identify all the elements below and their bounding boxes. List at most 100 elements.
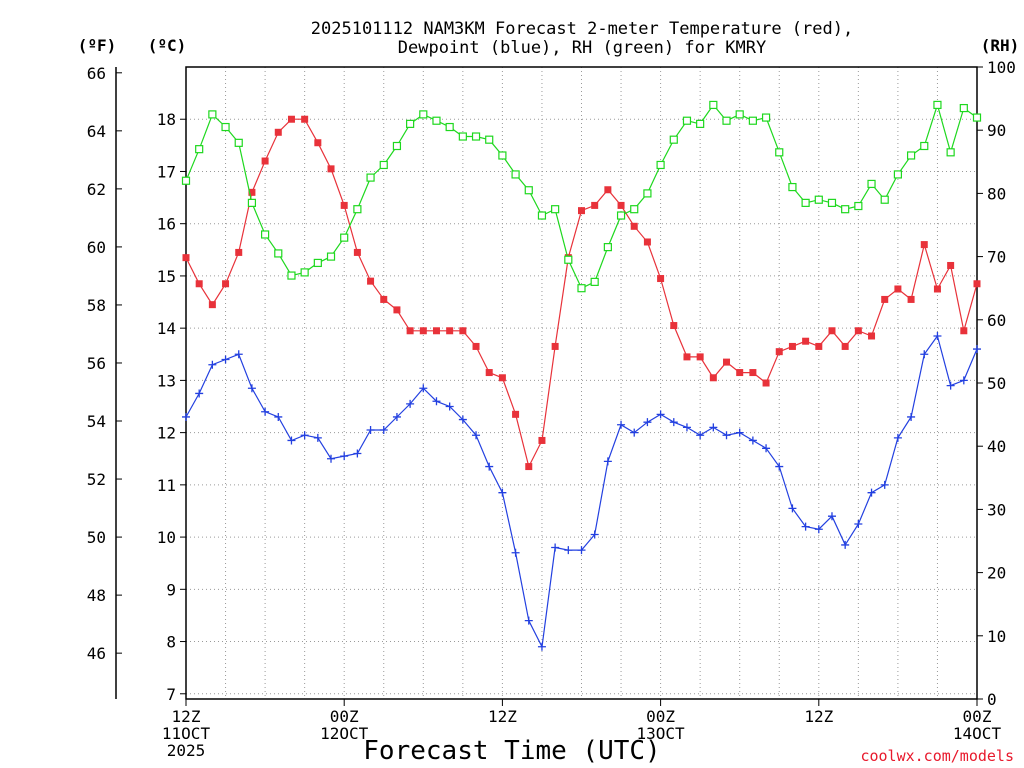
temperature-point (525, 463, 533, 471)
dewpoint-point (551, 543, 560, 552)
temperature-point (630, 222, 638, 230)
dewpoint-point (340, 452, 349, 461)
dewpoint-point (630, 428, 639, 437)
rh-point (788, 182, 797, 192)
rh-point (880, 195, 889, 204)
temperature-point (973, 280, 981, 288)
celsius-unit-label: (ºC) (148, 36, 187, 55)
credit-label: coolwx.com/models (860, 747, 1014, 765)
x-tick-label: 12Z (804, 707, 833, 726)
temperature-point (591, 201, 599, 209)
temperature-point (828, 327, 836, 335)
rh-point (511, 170, 520, 179)
dewpoint-point (327, 454, 336, 463)
rh-point (827, 198, 837, 207)
rh-point (959, 103, 968, 113)
rh-point (814, 195, 823, 204)
x-tick-label: 00Z (330, 707, 359, 726)
dewpoint-point (445, 402, 454, 411)
dewpoint-point (827, 512, 836, 521)
x-tick-label: 12Z (488, 707, 517, 726)
temperature-point (802, 337, 810, 345)
dewpoint-point (195, 389, 204, 398)
fahrenheit-tick-label: 60 (87, 238, 106, 257)
temperature-point (643, 238, 651, 246)
dewpoint-point (419, 384, 428, 393)
x-tick-label: 2025 (167, 741, 206, 760)
temperature-point (775, 348, 783, 356)
rh-point (300, 268, 309, 277)
dewpoint-point (696, 431, 705, 440)
rh-point (340, 233, 349, 242)
chart-title: 2025101112 NAM3KM Forecast 2-meter Tempe… (311, 19, 853, 39)
celsius-tick-label: 16 (157, 215, 176, 234)
temperature-point (670, 322, 678, 330)
dewpoint-point (577, 546, 586, 555)
x-tick-label: 12Z (172, 707, 201, 726)
fahrenheit-tick-label: 52 (87, 470, 106, 489)
rh-point (867, 179, 876, 189)
rh-point (551, 205, 560, 214)
temperature-point (393, 306, 401, 314)
temperature-point (617, 201, 625, 209)
temperature-point (907, 295, 915, 303)
celsius-tick-label: 13 (157, 371, 176, 390)
rh-tick-label: 20 (987, 564, 1006, 583)
temperature-point (498, 374, 506, 382)
temperature-point (287, 115, 295, 123)
dewpoint-point (300, 431, 309, 440)
dewpoint-point (406, 399, 415, 408)
rh-point (682, 116, 692, 125)
axes: 7 8 9 10 11 12 13 14 15 16 17 18 46 48 50 52 54 56 58 60 62 6… (87, 58, 1016, 760)
dewpoint-point (946, 381, 955, 390)
temperature-point (604, 186, 612, 194)
celsius-tick-label: 12 (157, 424, 176, 443)
dewpoint-point (735, 428, 744, 437)
rh-point (643, 189, 652, 198)
dewpoint-point (656, 410, 665, 419)
celsius-tick-label: 14 (157, 319, 176, 338)
temperature-point (749, 369, 757, 377)
temperature-point (446, 327, 454, 335)
rh-tick-label: 30 (987, 500, 1006, 519)
rh-point (906, 151, 916, 160)
dewpoint-point (880, 480, 889, 489)
rh-point (524, 186, 533, 195)
rh-point (366, 173, 375, 182)
temperature-point (551, 342, 559, 350)
temperature-point (274, 128, 282, 136)
rh-unit-label: (RH) (981, 36, 1020, 55)
dewpoint-point (379, 426, 388, 435)
temperature-point (933, 285, 941, 293)
temperature-point (947, 261, 955, 269)
temperature-point (340, 201, 348, 209)
temperature-point (723, 358, 731, 366)
temperature-point (222, 280, 230, 288)
temperature-point (367, 277, 375, 285)
rh-point (261, 230, 270, 239)
rh-point (735, 110, 744, 119)
dewpoint-point (762, 444, 771, 453)
rh-point (432, 116, 441, 125)
rh-point (669, 135, 678, 144)
temperature-point (683, 353, 691, 361)
dewpoint-point (274, 412, 283, 421)
dewpoint-point (814, 525, 823, 534)
temperature-point (235, 248, 243, 256)
celsius-tick-label: 9 (166, 580, 176, 599)
temperature-point (960, 327, 968, 335)
temperature-point (894, 285, 902, 293)
rh-line (185, 102, 978, 290)
rh-tick-label: 50 (987, 374, 1006, 393)
x-tick-label: 11OCT (162, 724, 211, 743)
celsius-tick-label: 18 (157, 110, 176, 129)
rh-tick-label: 80 (987, 184, 1006, 203)
rh-point (775, 148, 784, 157)
rh-point (577, 284, 586, 293)
dewpoint-point (485, 462, 494, 471)
series-layer (181, 100, 982, 651)
temperature-point (854, 327, 862, 335)
dewpoint-point (748, 436, 757, 445)
x-tick-label: 00Z (963, 707, 992, 726)
